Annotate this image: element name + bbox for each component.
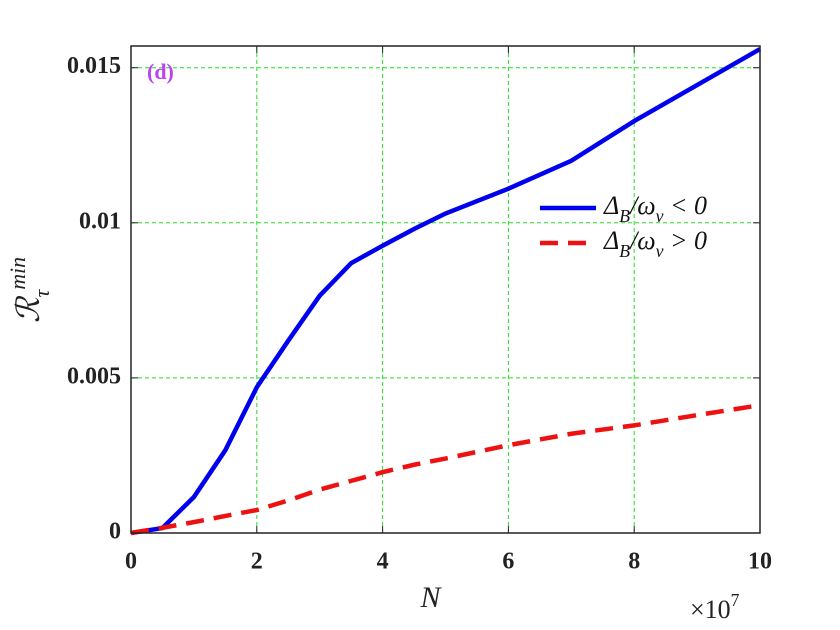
legend-label: ΔB/ων < 0 <box>603 191 707 226</box>
x-tick-label: 8 <box>628 549 640 575</box>
x-tick-label: 0 <box>125 549 137 575</box>
y-tick-label: 0.01 <box>79 208 121 234</box>
x-tick-label: 2 <box>251 549 263 575</box>
x-tick-label: 6 <box>502 549 514 575</box>
legend-label: ΔB/ων > 0 <box>603 226 707 261</box>
plot-frame <box>130 45 761 534</box>
y-tick-label: 0 <box>109 519 121 545</box>
y-axis-label: ℛτmin <box>6 257 54 323</box>
y-tick-label: 0.005 <box>67 363 121 389</box>
annotation: (d) <box>147 59 174 84</box>
y-tick-label: 0.015 <box>67 53 121 79</box>
data-line <box>130 47 762 536</box>
x-axis-label: N <box>419 581 442 614</box>
x-tick-label: 10 <box>748 549 772 575</box>
x-multiplier: ×107 <box>690 590 740 624</box>
x-tick-label: 4 <box>377 549 389 575</box>
data-line <box>130 402 761 536</box>
